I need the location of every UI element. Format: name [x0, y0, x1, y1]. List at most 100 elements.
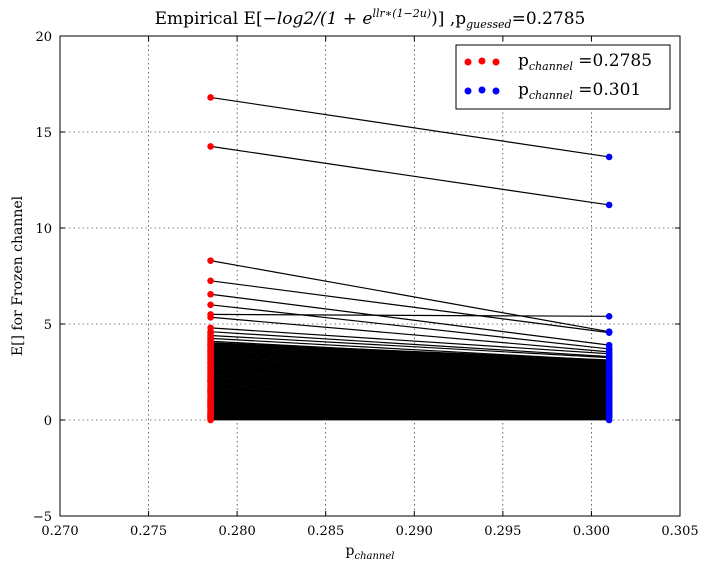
- legend-marker-blue: [464, 87, 472, 95]
- connector-line: [210, 416, 610, 419]
- x-axis-label: pchannel: [346, 543, 395, 562]
- x-tick-label: 0.280: [219, 524, 256, 539]
- y-tick-label: 0: [44, 414, 52, 429]
- connector-line: [210, 383, 610, 394]
- legend-entry-2-subscript: channel: [529, 89, 573, 102]
- y-tick-label: 15: [35, 126, 52, 141]
- connector-line: [210, 293, 610, 346]
- x-tick-label: 0.290: [396, 524, 433, 539]
- connector-line: [210, 404, 610, 408]
- point-red: [207, 313, 214, 321]
- point-blue: [605, 380, 613, 387]
- point-blue: [605, 372, 613, 380]
- connector-line: [210, 357, 610, 377]
- point-red: [207, 397, 214, 405]
- connector-line: [210, 371, 610, 377]
- legend-entry-2-main: p: [518, 80, 529, 100]
- connector-line: [210, 337, 610, 362]
- point-red: [207, 387, 214, 395]
- axis-ticks: 0.270 0.275 0.280 0.285 0.290 0.295 0.300 0.305…: [33, 30, 699, 539]
- point-red: [207, 143, 214, 150]
- point-red: [207, 403, 214, 410]
- connector-line: [210, 351, 610, 368]
- point-red: [207, 301, 214, 309]
- connector-line: [210, 331, 610, 358]
- point-blue: [605, 201, 613, 209]
- title-expression-end: )]: [431, 9, 444, 29]
- connector-line: [210, 401, 610, 406]
- point-red: [207, 347, 214, 355]
- legend-entry-2: pchannel =0.301: [518, 80, 641, 102]
- connector-line: [210, 406, 610, 410]
- point-blue: [605, 385, 613, 393]
- connector-line: [210, 313, 610, 317]
- legend-entry-1: pchannel =0.2785: [518, 51, 652, 73]
- legend-marker-red: [464, 58, 472, 66]
- connector-line: [210, 398, 610, 404]
- point-blue: [605, 364, 613, 372]
- x-tick-label: 0.305: [661, 524, 698, 539]
- connector-line: [210, 388, 610, 392]
- y-axis-label: E[] for Frozen channel: [10, 195, 26, 356]
- point-red: [207, 378, 214, 385]
- connector-line: [210, 381, 610, 385]
- chart-title: Empirical E[−log2/(1 + ellr∗(1−2u))] ,pg…: [155, 7, 586, 31]
- x-axis-label-subscript: channel: [354, 551, 394, 562]
- connector-line: [210, 411, 610, 414]
- connector-line: [210, 363, 610, 381]
- x-tick-label: 0.300: [573, 524, 610, 539]
- legend: pchannel =0.2785 pchannel =0.301: [455, 44, 671, 110]
- legend-marker-red: [478, 57, 486, 65]
- connector-line: [210, 378, 610, 390]
- connector-line: [210, 280, 610, 334]
- legend-marker-blue: [492, 87, 500, 95]
- y-tick-label: 20: [35, 30, 52, 45]
- x-tick-label: 0.285: [307, 524, 344, 539]
- chart-title-text: Empirical E[−log2/(1 + ellr∗(1−2u))] ,pg…: [155, 7, 586, 31]
- connector-line: [210, 375, 610, 388]
- data-points: [207, 94, 613, 424]
- x-tick-label: 0.270: [41, 524, 78, 539]
- legend-entry-2-value: =0.301: [573, 80, 641, 100]
- point-blue: [605, 359, 613, 366]
- legend-entry-1-main: p: [518, 51, 529, 71]
- legend-marker-blue: [478, 86, 486, 94]
- connector-line: [210, 340, 610, 363]
- x-tick-label: 0.275: [130, 524, 167, 539]
- connector-line: [210, 386, 610, 396]
- legend-marker-red: [492, 58, 500, 66]
- connector-line: [210, 334, 610, 359]
- y-tick-label: 5: [44, 318, 52, 333]
- point-red: [207, 414, 214, 422]
- connector-line: [210, 361, 610, 369]
- point-red: [207, 359, 214, 366]
- title-prefix: Empirical E[: [155, 9, 263, 29]
- point-blue: [605, 413, 613, 421]
- point-red: [207, 277, 214, 285]
- connector-line: [210, 316, 610, 353]
- point-red: [207, 368, 214, 376]
- connector-line: [210, 145, 610, 206]
- x-axis-label-main: p: [346, 543, 355, 559]
- legend-box: [455, 44, 671, 110]
- connector-line: [210, 402, 610, 408]
- title-value: =0.2785: [512, 9, 586, 29]
- plot-frame: [59, 35, 681, 517]
- legend-entry-1-subscript: channel: [529, 60, 573, 73]
- connector-line: [210, 412, 610, 416]
- connector-line: [210, 352, 610, 373]
- connector-line: [210, 260, 610, 333]
- connector-line: [210, 343, 610, 362]
- point-red: [207, 290, 214, 298]
- x-tick-label: 0.295: [484, 524, 521, 539]
- point-blue: [605, 405, 613, 412]
- connector-line: [210, 327, 610, 355]
- y-tick-label: −5: [33, 510, 52, 525]
- connector-lines: [210, 96, 610, 421]
- connector-line: [210, 304, 610, 350]
- title-subscript: guessed: [466, 18, 511, 31]
- legend-entry-1-value: =0.2785: [573, 51, 652, 71]
- title-expression: −log2/(1 + e: [263, 9, 373, 29]
- point-blue: [605, 153, 613, 161]
- title-exponent: llr∗(1−2u): [373, 7, 432, 20]
